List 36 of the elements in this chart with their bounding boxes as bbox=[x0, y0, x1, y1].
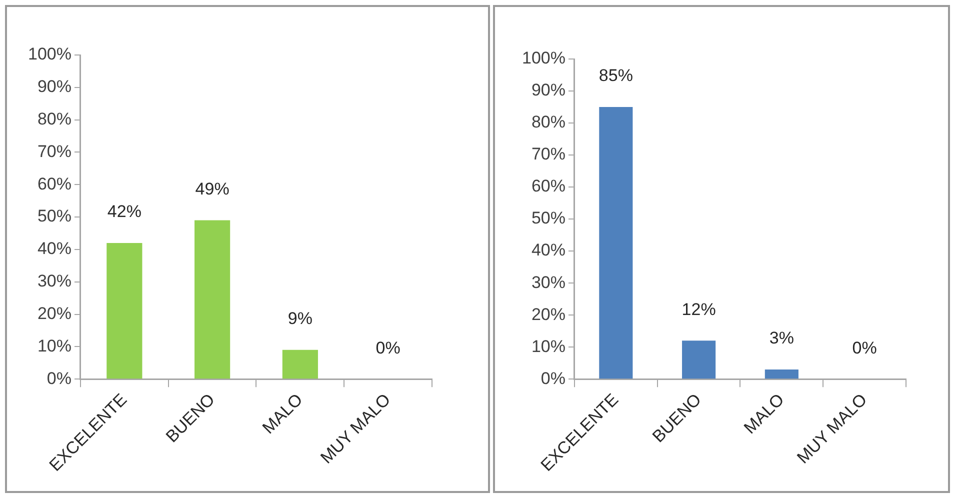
y-tick-label: 40% bbox=[37, 239, 72, 258]
y-tick-label: 100% bbox=[28, 44, 72, 64]
data-label: 49% bbox=[195, 179, 230, 198]
y-tick-label: 100% bbox=[522, 48, 566, 68]
y-tick-label: 20% bbox=[37, 304, 72, 323]
data-label: 12% bbox=[682, 300, 716, 319]
y-tick-label: 70% bbox=[37, 142, 72, 161]
y-tick-label: 20% bbox=[531, 304, 566, 324]
y-tick-label: 70% bbox=[531, 144, 566, 164]
y-tick-label: 10% bbox=[37, 336, 72, 356]
y-tick-label: 50% bbox=[37, 206, 72, 226]
y-tick-label: 10% bbox=[531, 336, 566, 356]
y-tick-label: 50% bbox=[531, 208, 566, 228]
y-tick-label: 80% bbox=[531, 112, 566, 132]
y-tick-label: 80% bbox=[37, 110, 72, 129]
data-label: 85% bbox=[598, 66, 633, 86]
y-tick-label: 60% bbox=[531, 176, 566, 196]
data-label: 0% bbox=[376, 338, 400, 358]
bar bbox=[194, 220, 230, 379]
data-label: 3% bbox=[769, 328, 794, 348]
data-label: 9% bbox=[288, 309, 312, 328]
y-tick-label: 30% bbox=[531, 272, 566, 292]
y-tick-label: 90% bbox=[37, 77, 72, 96]
data-label: 0% bbox=[852, 338, 877, 358]
y-tick-label: 60% bbox=[37, 174, 72, 194]
bar bbox=[106, 242, 142, 379]
y-tick-label: 0% bbox=[540, 368, 566, 388]
data-label: 42% bbox=[107, 202, 142, 222]
bar bbox=[282, 350, 318, 379]
bar bbox=[682, 340, 716, 379]
y-tick-label: 90% bbox=[531, 80, 566, 100]
y-tick-label: 40% bbox=[531, 240, 566, 260]
bar bbox=[764, 369, 798, 379]
y-tick-label: 0% bbox=[46, 368, 72, 388]
bar bbox=[599, 107, 633, 379]
y-tick-label: 30% bbox=[37, 272, 72, 291]
